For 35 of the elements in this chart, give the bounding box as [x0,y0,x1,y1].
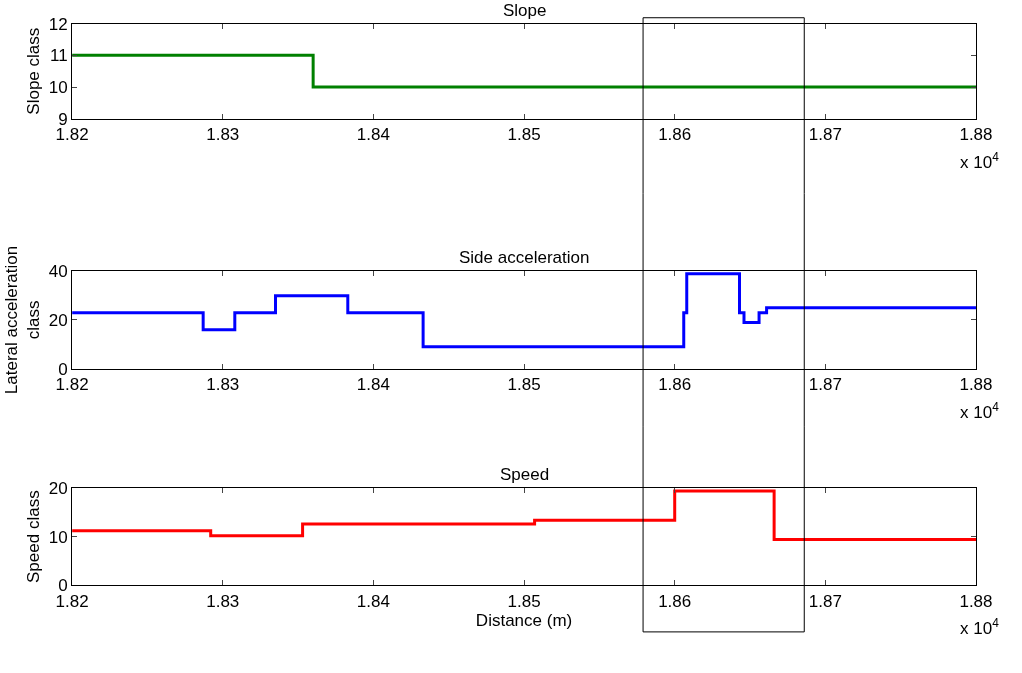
x-tick-label: 1.87 [808,125,842,145]
x-tick-label: 1.86 [658,591,692,611]
y-tick-label: 12 [48,14,68,34]
chart-title: Side acceleration [459,248,590,267]
chart-title: Speed [500,465,550,484]
y-tick-label: 40 [48,262,68,282]
y-tick-label: 20 [48,310,68,330]
x-tick-label: 1.88 [959,591,993,611]
text: x 10$^{4}$ [960,400,1000,423]
y-tick-label: 10 [48,527,68,547]
chart-title: Slope [503,1,547,20]
x-tick-label: 1.85 [507,591,541,611]
x-tick-label: 1.83 [206,591,240,611]
y-tick-label: 20 [48,479,68,499]
x-tick-label: 1.88 [959,374,993,394]
x-axis-title: Distance (m) [475,611,573,631]
x-tick-label: 1.87 [808,591,842,611]
x-tick-label: 1.85 [507,374,541,394]
x-tick-label: 1.83 [206,374,240,394]
x-tick-label: 1.88 [959,125,993,145]
x-tick-label: 1.87 [808,374,842,394]
y-tick-label: 11 [50,46,68,66]
x-tick-label: 1.83 [206,125,240,145]
x-tick-label: 1.86 [658,125,692,145]
x-tick-label: 1.86 [658,374,692,394]
x-tick-label: 1.84 [356,374,390,394]
x-tick-label: 1.85 [507,125,541,145]
y-tick-label: 10 [48,78,68,98]
text: x 10$^{4}$ [960,616,1000,639]
y-axis-title: Slope class [24,27,44,115]
x-tick-label: 1.84 [356,591,390,611]
x-tick-label: 1.84 [356,125,390,145]
y-axis-title: Speed class [24,490,44,583]
text: x 10$^{4}$ [960,150,1000,173]
y-axis-title: Lateral acceleration class [2,245,44,395]
